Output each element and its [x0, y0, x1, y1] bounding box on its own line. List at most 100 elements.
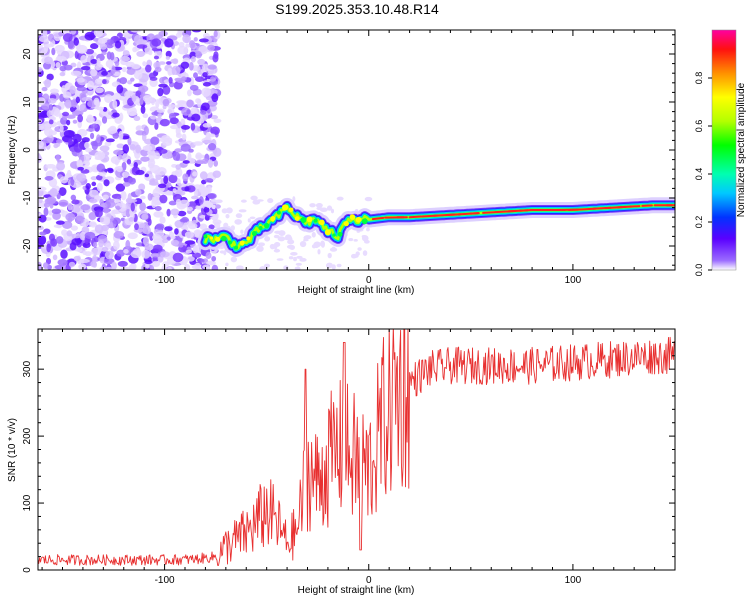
- noise-speckle: [105, 138, 115, 143]
- ridge-blob: [318, 219, 325, 226]
- noise-speckle: [142, 95, 153, 103]
- noise-speckle: [48, 104, 54, 111]
- noise-speckle: [273, 234, 280, 239]
- noise-speckle: [164, 226, 173, 232]
- noise-speckle: [122, 50, 130, 57]
- noise-speckle: [150, 136, 160, 145]
- noise-speckle: [76, 248, 83, 253]
- noise-speckle: [326, 205, 333, 211]
- noise-speckle: [195, 50, 202, 59]
- noise-speckle: [364, 239, 370, 244]
- noise-speckle: [99, 145, 110, 152]
- noise-speckle: [73, 255, 81, 262]
- noise-speckle: [102, 79, 107, 85]
- noise-speckle: [112, 92, 122, 102]
- noise-speckle: [73, 143, 83, 153]
- ridge-blob: [281, 204, 289, 211]
- noise-speckle: [206, 266, 210, 270]
- spectrogram-ytick-label: 10: [22, 96, 33, 108]
- noise-speckle: [212, 54, 219, 63]
- ridge-blob: [270, 216, 276, 222]
- ridge-blob: [324, 229, 331, 236]
- noise-speckle: [202, 63, 210, 73]
- noise-speckle: [295, 266, 301, 270]
- noise-speckle: [128, 264, 136, 270]
- noise-speckle: [158, 148, 168, 154]
- noise-speckle: [56, 56, 67, 62]
- noise-speckle: [170, 208, 180, 216]
- noise-speckle: [296, 255, 303, 259]
- noise-speckle: [198, 38, 209, 43]
- ridge-blob: [251, 231, 257, 237]
- noise-speckle: [94, 209, 103, 218]
- noise-speckle: [51, 47, 56, 56]
- noise-speckle: [135, 188, 142, 196]
- noise-speckle: [42, 30, 48, 38]
- noise-speckle: [195, 98, 201, 104]
- noise-speckle: [67, 138, 73, 146]
- noise-speckle: [181, 76, 187, 81]
- noise-speckle: [76, 159, 83, 167]
- noise-speckle: [182, 173, 189, 182]
- noise-speckle: [53, 224, 63, 229]
- noise-speckle: [112, 132, 119, 139]
- ridge-blob: [349, 214, 356, 220]
- noise-speckle: [315, 203, 323, 208]
- noise-speckle: [140, 105, 146, 114]
- noise-speckle: [58, 187, 67, 196]
- colorbar-frame: [711, 29, 737, 271]
- noise-speckle: [38, 97, 46, 106]
- colorbar-tick-label: 0.0: [694, 264, 704, 277]
- noise-speckle: [86, 116, 95, 124]
- noise-speckle: [139, 222, 146, 229]
- noise-speckle: [47, 33, 55, 42]
- noise-speckle: [158, 83, 168, 88]
- noise-speckle: [72, 133, 82, 143]
- noise-speckle: [197, 58, 206, 66]
- noise-speckle: [311, 231, 316, 238]
- noise-speckle: [212, 170, 222, 179]
- snr-ylabel: SNR (10 * v/v): [7, 418, 18, 482]
- noise-speckle: [96, 57, 101, 67]
- noise-speckle: [101, 116, 108, 124]
- noise-speckle: [157, 113, 162, 119]
- noise-speckle: [336, 263, 342, 268]
- ridge-blob: [337, 231, 343, 237]
- noise-speckle: [190, 56, 196, 63]
- noise-speckle: [150, 252, 161, 258]
- noise-speckle: [99, 266, 106, 270]
- noise-speckle: [154, 205, 162, 212]
- noise-speckle: [82, 242, 91, 249]
- noise-speckle: [207, 64, 217, 70]
- noise-speckle: [135, 144, 141, 154]
- noise-speckle: [71, 204, 81, 213]
- noise-speckle: [135, 169, 145, 175]
- noise-speckle: [66, 169, 72, 177]
- noise-speckle: [225, 262, 229, 267]
- noise-speckle: [90, 69, 98, 77]
- spectrogram-xtick-label: 0: [366, 275, 372, 286]
- spectrogram-ytick-label: 0: [22, 147, 33, 153]
- ridge-blob: [215, 236, 221, 242]
- noise-speckle: [176, 100, 187, 105]
- noise-speckle: [208, 224, 215, 230]
- noise-speckle: [38, 235, 47, 245]
- ridge-blob: [276, 210, 281, 215]
- noise-speckle: [105, 266, 113, 270]
- noise-speckle: [70, 70, 82, 77]
- noise-speckle: [127, 192, 132, 203]
- noise-speckle: [202, 139, 213, 144]
- noise-speckle: [84, 141, 90, 149]
- noise-speckle: [129, 144, 136, 151]
- noise-speckle: [200, 258, 205, 263]
- ridge-blob: [263, 222, 270, 229]
- noise-speckle: [54, 108, 61, 117]
- ridge-blob: [343, 220, 349, 227]
- noise-speckle: [162, 139, 173, 147]
- noise-speckle: [84, 231, 96, 240]
- noise-speckle: [361, 235, 369, 242]
- noise-speckle: [103, 258, 115, 265]
- noise-speckle: [284, 234, 292, 241]
- noise-speckle: [311, 244, 317, 249]
- noise-speckle: [133, 115, 141, 122]
